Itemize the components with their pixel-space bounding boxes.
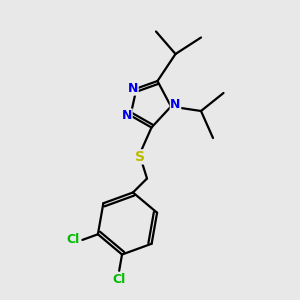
Text: N: N [170,98,181,112]
Text: S: S [134,150,145,164]
Text: Cl: Cl [66,233,80,246]
Text: N: N [128,82,138,95]
Text: Cl: Cl [112,273,126,286]
Text: N: N [122,109,132,122]
